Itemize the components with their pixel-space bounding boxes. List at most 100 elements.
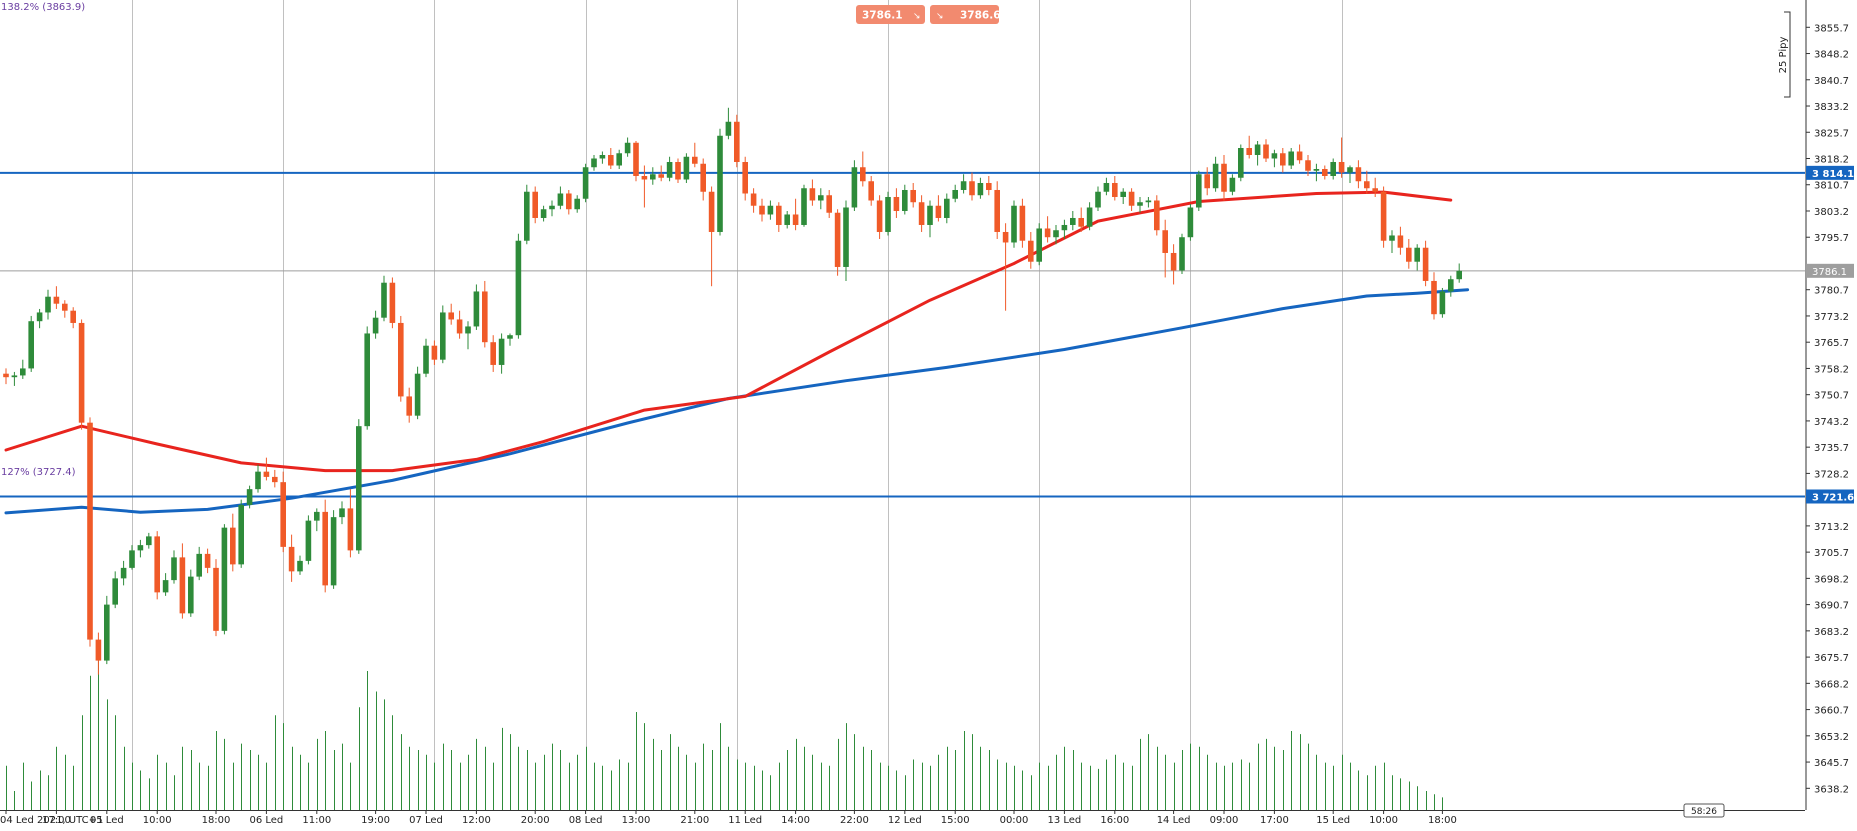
candle (423, 338, 429, 378)
candle (1347, 165, 1353, 183)
candle-body (524, 191, 530, 241)
x-tick-label: 05 Led (90, 815, 124, 826)
candle-body (641, 175, 648, 180)
candle-body (1322, 168, 1328, 176)
candle-body (1112, 182, 1118, 197)
y-tick-label: 3638.2 (1814, 784, 1849, 795)
candle (414, 366, 421, 420)
price-level-tag[interactable] (1806, 489, 1854, 504)
candle (448, 303, 454, 325)
candle-body (1061, 224, 1068, 231)
candle-body (1011, 205, 1017, 243)
candle-body (1254, 144, 1261, 156)
candle (750, 188, 757, 213)
candle (1112, 175, 1118, 201)
candle-body (1246, 148, 1252, 156)
candle-body (986, 182, 992, 190)
candle (1364, 170, 1370, 194)
candle (305, 515, 312, 565)
candle-body (305, 520, 312, 561)
candle (650, 167, 656, 185)
candle-body (263, 471, 270, 477)
candle-body (1137, 202, 1143, 206)
candle-body (885, 196, 891, 232)
candle-body (1422, 247, 1429, 281)
candle-body (448, 312, 454, 320)
candle-body (658, 174, 664, 178)
candle (146, 532, 152, 549)
candle-body (1053, 230, 1059, 238)
candle-body (414, 373, 421, 416)
candle (204, 548, 211, 574)
candle-body (95, 639, 102, 661)
candle-body (977, 182, 984, 196)
candle (11, 371, 18, 386)
candle-body (893, 196, 900, 211)
candle (801, 184, 807, 227)
candle (1380, 186, 1387, 248)
candle (263, 457, 270, 481)
candle-body (1170, 252, 1177, 271)
candle (1137, 196, 1143, 213)
candle (280, 471, 286, 553)
price-level-tag[interactable] (1806, 165, 1854, 180)
candle (1254, 141, 1261, 166)
candle-body (540, 209, 547, 218)
candle-body (818, 195, 824, 201)
moving-average-fast-line[interactable] (4, 190, 1453, 473)
candle (507, 333, 513, 346)
candle (196, 546, 202, 581)
candle-body (944, 198, 950, 218)
candle-body (137, 545, 144, 551)
candle (87, 417, 93, 647)
candle-body (515, 240, 522, 336)
candle (608, 148, 614, 169)
x-tick-label: 10:00 (1369, 815, 1398, 826)
candle (246, 485, 253, 509)
candle (809, 179, 816, 206)
candle-body (960, 181, 967, 190)
candle-body (1364, 181, 1370, 189)
candle-body (1204, 174, 1210, 189)
candle-body (423, 345, 429, 374)
candle (834, 209, 841, 276)
candle (440, 305, 446, 364)
x-tick-label: 19:00 (361, 815, 390, 826)
candle (1204, 167, 1210, 196)
candle (591, 155, 597, 171)
buy-button[interactable]: ↘ 3786.6 (930, 5, 1001, 24)
current-price-tag (1806, 263, 1854, 278)
candle (641, 165, 648, 208)
candle (1019, 198, 1026, 248)
candle-body (566, 193, 572, 210)
x-tick-label: 21:00 (680, 815, 709, 826)
candle (624, 137, 631, 157)
candle (95, 632, 102, 675)
candle-body (784, 214, 790, 225)
candle (330, 510, 337, 589)
candle (1263, 139, 1269, 162)
overlay-layer: 25 Pipy 58:26 138.2% (3863.9) 127% (3727.4)… (1, 2, 1791, 818)
fibonacci-level-label: 127% (3727.4) (1, 467, 76, 478)
candle (288, 534, 295, 582)
candle-body (507, 335, 513, 339)
candle-body (1095, 191, 1101, 208)
sell-button[interactable]: 3786.1 ↘ (856, 5, 925, 24)
candle-body (20, 368, 26, 376)
y-tick-label: 3675.7 (1814, 653, 1849, 664)
candle-body (1162, 230, 1168, 253)
candle-body (1347, 167, 1353, 173)
candle (53, 286, 60, 309)
candle (574, 195, 580, 213)
candle-body (330, 517, 337, 586)
candle (860, 151, 866, 187)
candle (431, 340, 438, 365)
candle-body (624, 142, 631, 154)
candle (767, 200, 774, 220)
candle-body (364, 333, 370, 427)
candle-body (389, 282, 396, 323)
candle-body (608, 155, 614, 166)
candle (1238, 144, 1244, 182)
candle-body (456, 319, 463, 334)
